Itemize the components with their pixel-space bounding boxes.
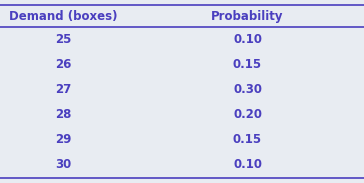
Text: 0.15: 0.15: [233, 133, 262, 146]
Text: 0.10: 0.10: [233, 33, 262, 46]
Text: 29: 29: [56, 133, 72, 146]
Text: 26: 26: [56, 58, 72, 71]
Text: 0.30: 0.30: [233, 83, 262, 96]
Text: 0.20: 0.20: [233, 108, 262, 121]
Text: 30: 30: [56, 158, 72, 171]
Text: 0.15: 0.15: [233, 58, 262, 71]
Text: 0.10: 0.10: [233, 158, 262, 171]
Text: Demand (boxes): Demand (boxes): [9, 10, 118, 23]
Text: 28: 28: [56, 108, 72, 121]
Text: Probability: Probability: [211, 10, 284, 23]
Text: 25: 25: [56, 33, 72, 46]
Text: 27: 27: [56, 83, 72, 96]
